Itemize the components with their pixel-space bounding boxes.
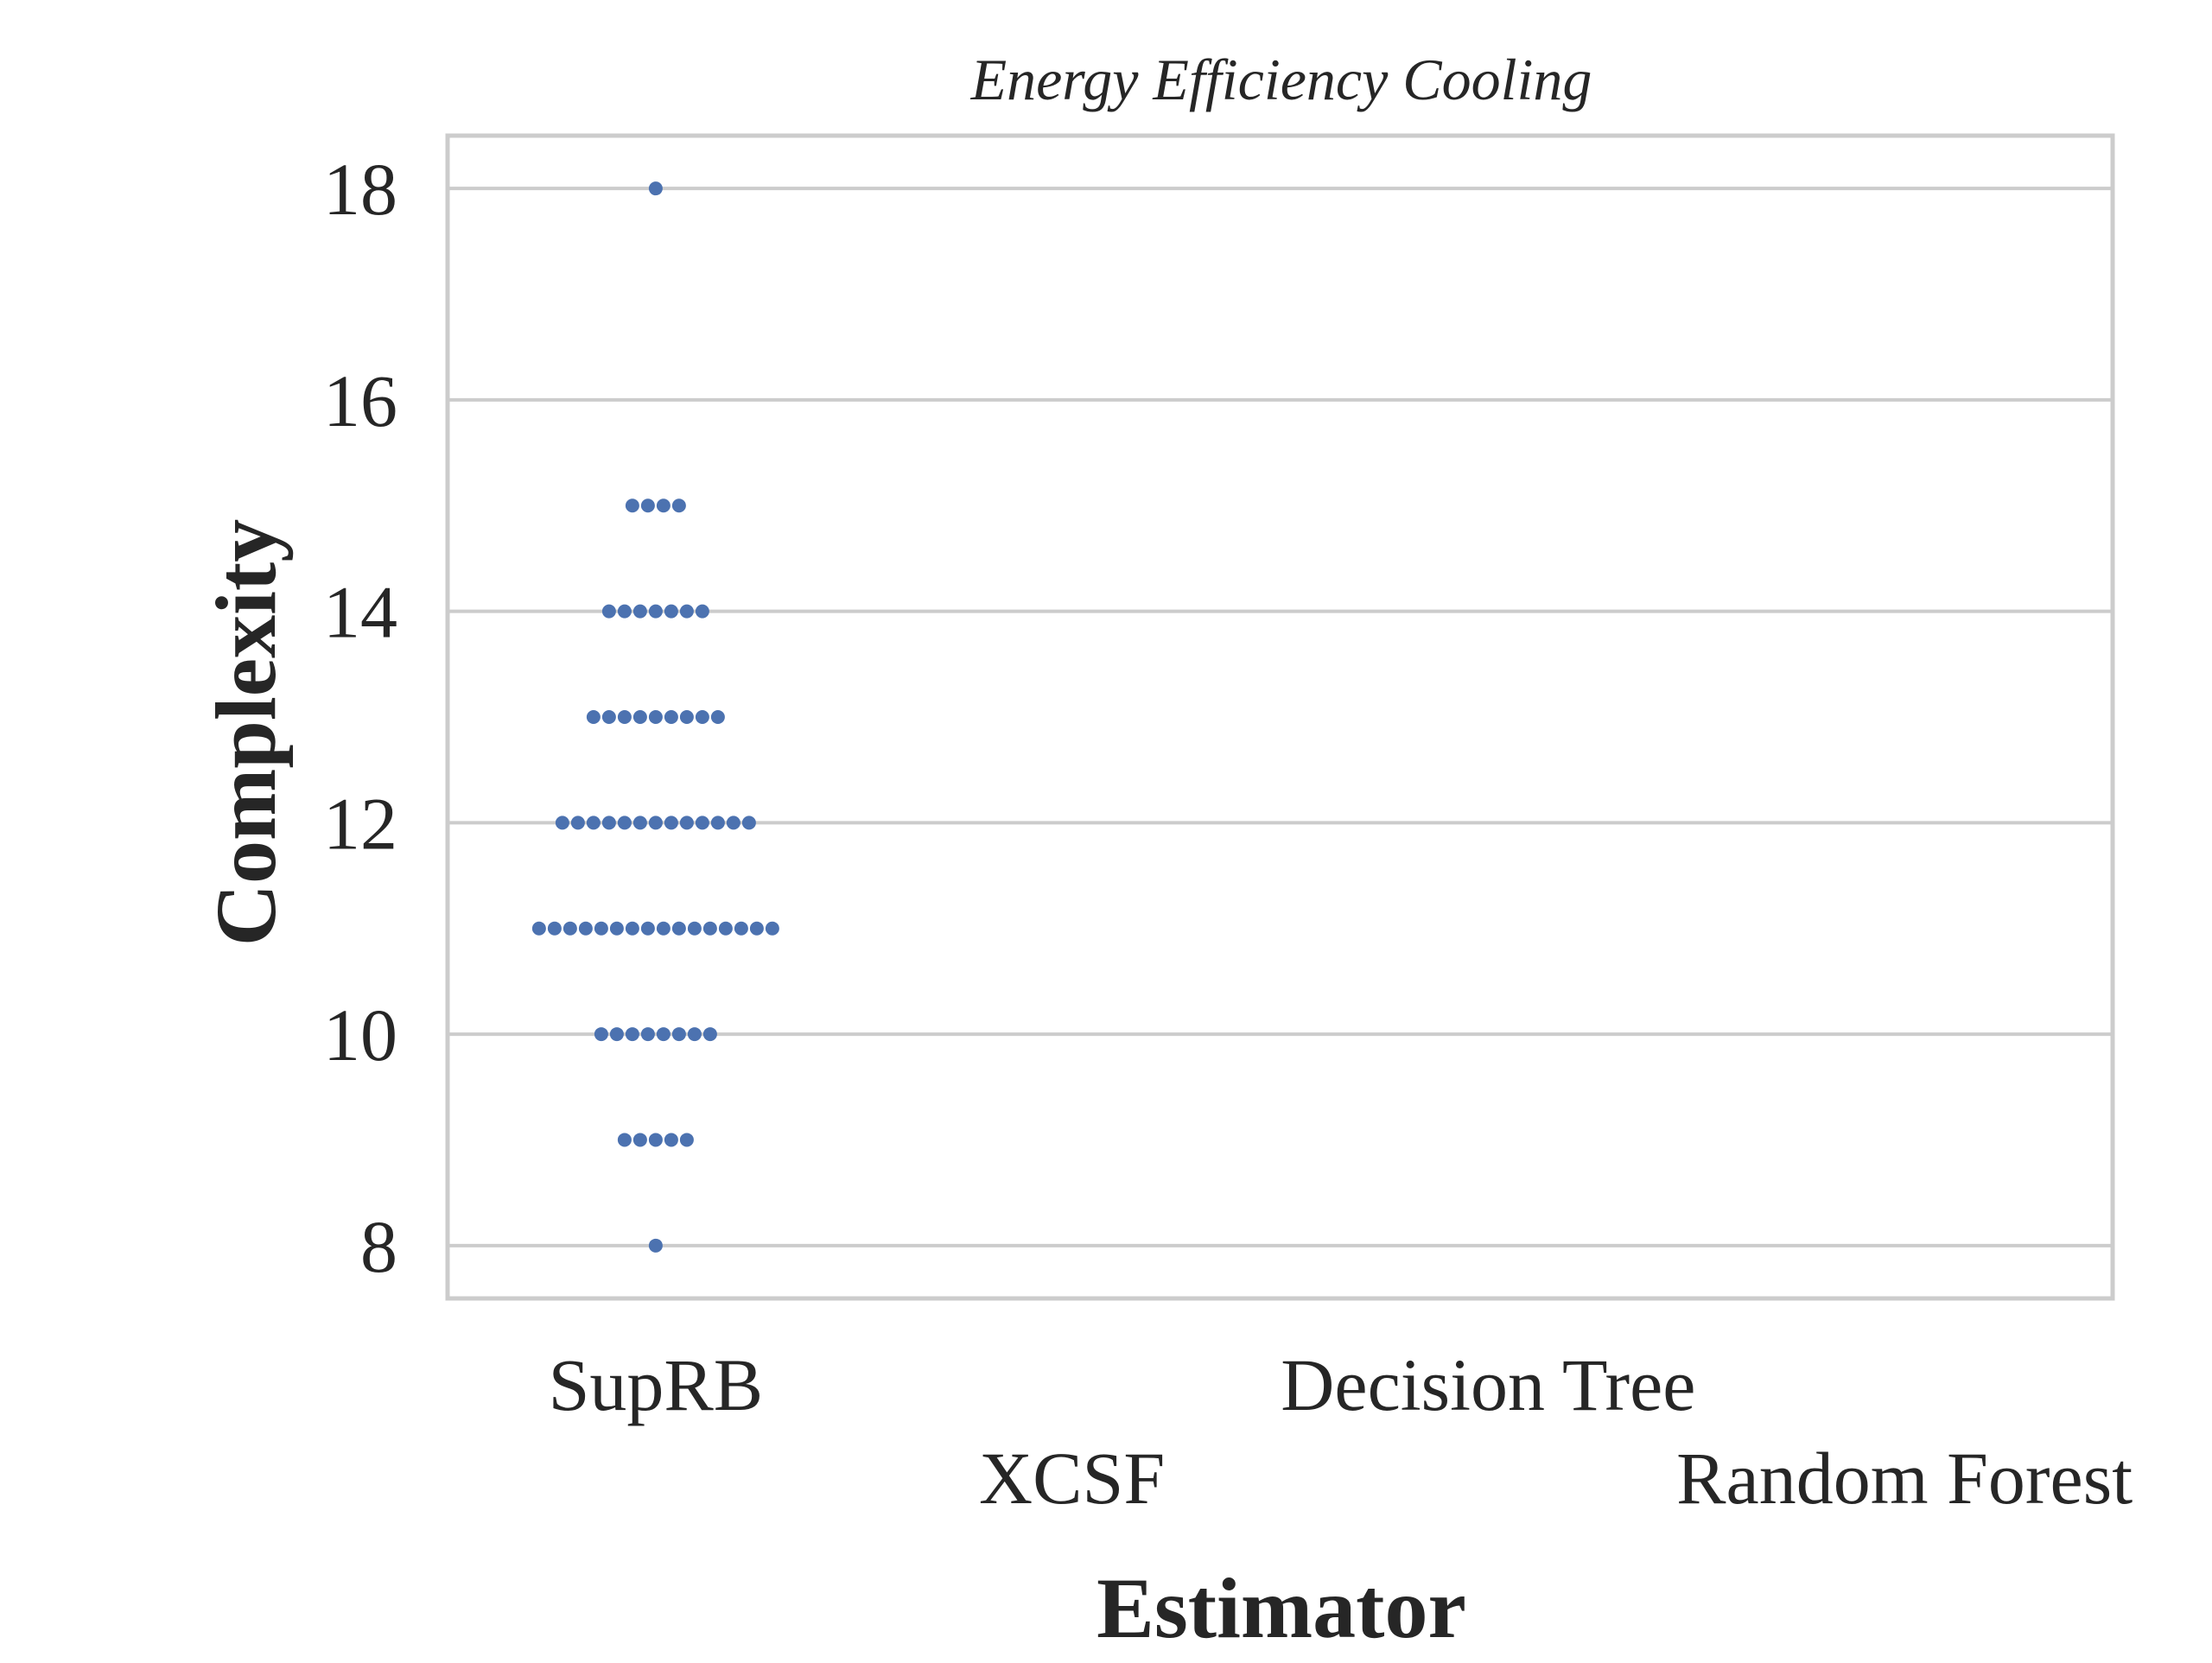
y-axis-label: Complexity [198, 519, 294, 946]
data-point [640, 498, 655, 513]
data-point [710, 710, 725, 724]
data-point [648, 604, 663, 619]
y-tick-label: 10 [323, 993, 397, 1076]
data-point [702, 921, 717, 936]
y-tick-label: 8 [360, 1205, 397, 1288]
data-point [648, 816, 663, 830]
plot-frame [445, 133, 2115, 1301]
data-point [671, 498, 686, 513]
x-tick-label: Decision Tree [1281, 1343, 1695, 1426]
data-point [664, 1133, 678, 1147]
data-point [640, 921, 655, 936]
data-point [648, 181, 663, 196]
gridlines [448, 187, 2113, 1247]
data-point [695, 816, 709, 830]
data-point [695, 710, 709, 724]
data-point [601, 604, 616, 619]
data-point [625, 1027, 639, 1042]
data-point [586, 816, 601, 830]
data-point [609, 1027, 624, 1042]
y-tick-label: 18 [323, 148, 397, 231]
data-point [555, 816, 569, 830]
data-point [563, 921, 577, 936]
data-point [586, 710, 601, 724]
data-point [656, 498, 671, 513]
data-point [640, 1027, 655, 1042]
data-point [765, 921, 779, 936]
y-tick-label: 16 [323, 359, 397, 442]
data-point [718, 921, 733, 936]
data-point [625, 921, 639, 936]
data-point [664, 816, 678, 830]
data-point [671, 921, 686, 936]
x-tick-label: SupRB [549, 1343, 764, 1426]
data-point [632, 1133, 647, 1147]
y-tick-label: 14 [323, 571, 397, 654]
data-point [679, 816, 694, 830]
data-point [578, 921, 593, 936]
x-tick-label: Random Forest [1676, 1437, 2133, 1520]
data-point [741, 816, 756, 830]
data-point [632, 710, 647, 724]
data-point [687, 1027, 702, 1042]
y-tick-labels: 8 10 12 14 16 18 [323, 148, 397, 1288]
data-point [601, 816, 616, 830]
chart-title: Energy Efficiency Cooling [970, 47, 1592, 112]
data-points [531, 181, 779, 1253]
x-tick-labels: SupRB XCSF Decision Tree Random Forest [549, 1343, 2133, 1520]
data-point [671, 1027, 686, 1042]
data-point [632, 816, 647, 830]
y-tick-label: 12 [323, 782, 397, 865]
data-point [702, 1027, 717, 1042]
x-axis-label: Estimator [1096, 1560, 1466, 1656]
data-point [609, 921, 624, 936]
data-point [648, 1133, 663, 1147]
data-point [687, 921, 702, 936]
data-point [617, 604, 632, 619]
data-point [695, 604, 709, 619]
data-point [734, 921, 748, 936]
data-point [547, 921, 562, 936]
data-point [679, 604, 694, 619]
data-point [664, 604, 678, 619]
data-point [648, 710, 663, 724]
data-point [570, 816, 585, 830]
data-point [632, 604, 647, 619]
data-point [656, 921, 671, 936]
x-tick-label: XCSF [979, 1437, 1165, 1520]
data-point [679, 1133, 694, 1147]
data-point [531, 921, 546, 936]
data-point [594, 921, 608, 936]
data-point [749, 921, 764, 936]
data-point [726, 816, 741, 830]
data-point [679, 710, 694, 724]
data-point [601, 710, 616, 724]
data-point [594, 1027, 608, 1042]
data-point [617, 816, 632, 830]
data-point [664, 710, 678, 724]
data-point [625, 498, 639, 513]
data-point [648, 1238, 663, 1253]
data-point [617, 710, 632, 724]
data-point [710, 816, 725, 830]
data-point [656, 1027, 671, 1042]
data-point [617, 1133, 632, 1147]
plot-border [445, 133, 2115, 1301]
